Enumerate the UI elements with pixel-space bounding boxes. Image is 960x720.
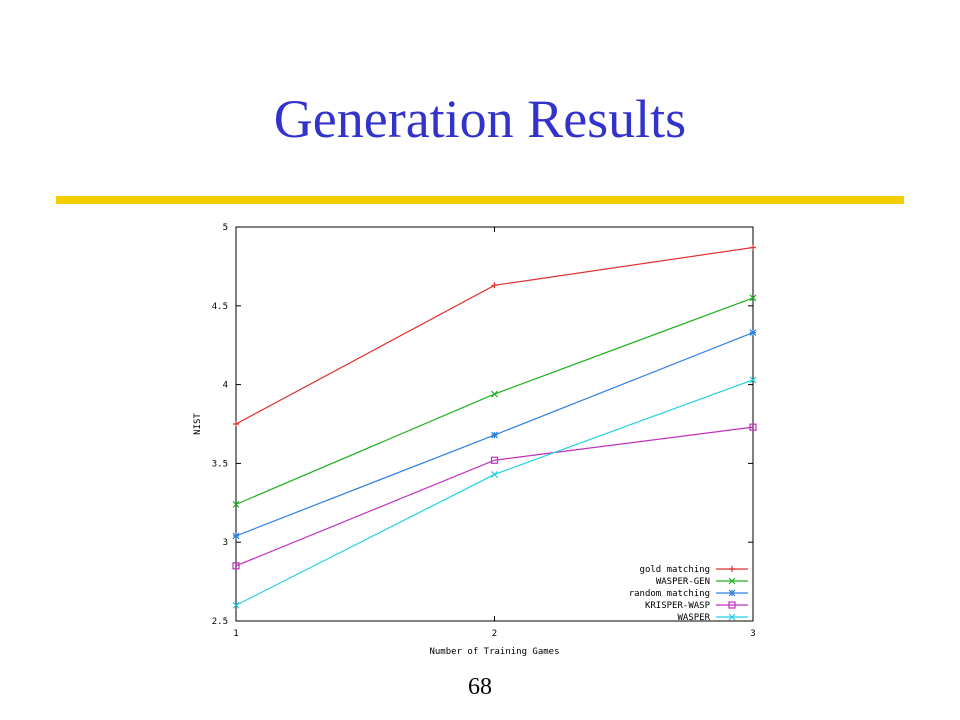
legend-label: KRISPER-WASP xyxy=(645,601,711,611)
line-chart: 2.5 3 3.5 4 4.5 5 1 2 3 gold matching WASPER-GEN… xyxy=(193,223,757,657)
data-point xyxy=(491,282,498,289)
y-tick-label: 3 xyxy=(223,538,228,548)
series-line xyxy=(235,426,754,567)
data-point xyxy=(749,294,757,302)
data-point xyxy=(728,577,736,585)
y-axis: 2.5 3 3.5 4 4.5 5 xyxy=(212,223,753,627)
data-point xyxy=(232,562,240,570)
legend-label: gold matching xyxy=(640,565,710,575)
y-tick-label: 5 xyxy=(223,223,228,233)
x-axis: 1 2 3 xyxy=(233,227,756,639)
data-point xyxy=(750,244,756,251)
data-point xyxy=(233,421,239,427)
series-3 xyxy=(232,423,757,570)
x-tick-label: 2 xyxy=(492,629,497,639)
data-point xyxy=(490,456,499,464)
data-point xyxy=(729,566,735,572)
data-point xyxy=(232,601,240,609)
series-line xyxy=(235,297,754,505)
data-point xyxy=(491,471,498,478)
page-number: 68 xyxy=(468,674,492,700)
data-point xyxy=(491,390,498,398)
data-point xyxy=(749,423,757,431)
data-point xyxy=(232,532,240,540)
data-point xyxy=(749,329,757,337)
legend-label: random matching xyxy=(629,589,710,599)
x-tick-label: 3 xyxy=(750,629,755,639)
x-tick-label: 1 xyxy=(233,629,238,639)
data-point xyxy=(728,589,736,597)
slide-title: Generation Results xyxy=(273,89,687,149)
series-line xyxy=(235,246,754,425)
y-tick-label: 3.5 xyxy=(212,459,228,469)
x-axis-label: Number of Training Games xyxy=(429,647,559,657)
series-4 xyxy=(232,376,757,609)
series-layer xyxy=(232,244,757,609)
data-point xyxy=(232,500,240,508)
legend-label: WASPER xyxy=(677,613,710,623)
legend: gold matching WASPER-GEN random matching KR… xyxy=(629,565,748,623)
legend-label: WASPER-GEN xyxy=(656,577,710,587)
y-tick-label: 2.5 xyxy=(212,617,228,627)
data-point xyxy=(749,376,757,384)
y-axis-label: NIST xyxy=(193,413,203,435)
data-point xyxy=(728,613,736,621)
data-point xyxy=(491,431,498,439)
series-1 xyxy=(232,294,757,508)
series-2 xyxy=(232,329,757,540)
series-0 xyxy=(233,244,756,427)
title-underline xyxy=(56,196,904,204)
y-tick-label: 4 xyxy=(223,381,228,391)
y-tick-label: 4.5 xyxy=(212,302,228,312)
data-point xyxy=(728,601,736,609)
